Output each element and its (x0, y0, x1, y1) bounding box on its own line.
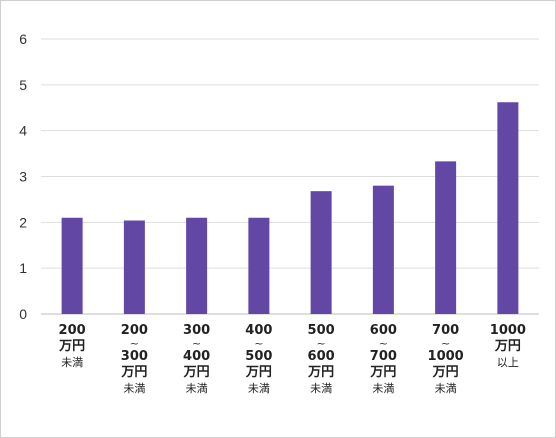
x-tick-label-line: 700 (369, 349, 397, 364)
x-tick-label-line: 未満 (372, 382, 395, 395)
x-tick-label-line: 未満 (247, 382, 270, 395)
x-tick-label-line: 600 (369, 323, 397, 338)
x-tick-label-line: 400 (183, 349, 211, 364)
x-tick-label-line: 万円 (121, 365, 148, 380)
y-axis: 0 1 2 3 4 5 6 (19, 31, 27, 322)
y-tick-label: 2 (19, 214, 27, 230)
y-tick-label: 5 (19, 77, 27, 93)
x-tick-label-line: 万円 (245, 365, 272, 380)
x-tick-label-line: 万円 (432, 365, 459, 380)
x-tick-label-line: 600 (307, 349, 335, 364)
y-tick-label: 4 (19, 123, 27, 139)
x-tick-label-line: ~ (129, 337, 139, 350)
x-tick-label-line: 万円 (370, 365, 397, 380)
x-tick-label: 600 ~700 万円未満 (353, 323, 413, 397)
bar (61, 217, 83, 314)
y-tick-label: 1 (19, 260, 27, 276)
y-tick-label: 3 (19, 169, 27, 185)
gridlines (41, 38, 539, 315)
x-tick-label: 1000 万円以上 (478, 323, 538, 371)
x-tick-label-line: 500 (307, 323, 335, 338)
x-tick-label-line: 万円 (59, 339, 86, 354)
x-tick-label-line: 300 (120, 349, 148, 364)
x-tick-label: 700 ~1000 万円未満 (416, 323, 476, 397)
bar (123, 220, 145, 314)
x-tick-label-line: 未満 (123, 382, 146, 395)
x-tick-label-line: 以上 (496, 356, 519, 369)
x-tick-label-line: ~ (192, 337, 202, 350)
x-tick-label: 400 ~500 万円未満 (229, 323, 289, 397)
x-tick-label-line: ~ (316, 337, 326, 350)
x-tick-label-line: ~ (378, 337, 388, 350)
x-tick-label-line: 未満 (434, 382, 457, 395)
x-tick-label-line: 未満 (185, 382, 208, 395)
y-tick-label: 0 (19, 306, 27, 322)
x-tick-label: 200 万円未満 (42, 323, 102, 371)
bar (497, 102, 519, 314)
x-tick-label-line: ~ (441, 337, 451, 350)
x-tick-label-line: 400 (245, 323, 273, 338)
bar (248, 217, 270, 314)
bars (61, 102, 519, 314)
x-tick-label-line: 500 (245, 349, 273, 364)
x-tick-label-line: 万円 (308, 365, 335, 380)
bar (372, 185, 394, 314)
x-tick-label: 500 ~600 万円未満 (291, 323, 351, 397)
x-tick-label-line: 200 (58, 323, 86, 338)
x-tick-label-line: 万円 (183, 365, 210, 380)
x-tick-label-line: ~ (254, 337, 264, 350)
bar (186, 217, 208, 314)
bar (310, 191, 332, 314)
x-tick-label-line: 未満 (61, 356, 84, 369)
x-tick-label: 300 ~400 万円未満 (167, 323, 227, 397)
x-tick-label-line: 1000 (427, 349, 464, 364)
x-tick-label-line: 1000 (489, 323, 526, 338)
bar (435, 161, 457, 314)
x-tick-label-line: 300 (183, 323, 211, 338)
y-tick-label: 6 (19, 31, 27, 47)
x-tick-label: 200 ~300 万円未満 (104, 323, 164, 397)
x-tick-label-line: 200 (120, 323, 148, 338)
x-tick-label-line: 未満 (310, 382, 333, 395)
x-tick-label-line: 万円 (494, 339, 521, 354)
x-tick-label-line: 700 (432, 323, 460, 338)
